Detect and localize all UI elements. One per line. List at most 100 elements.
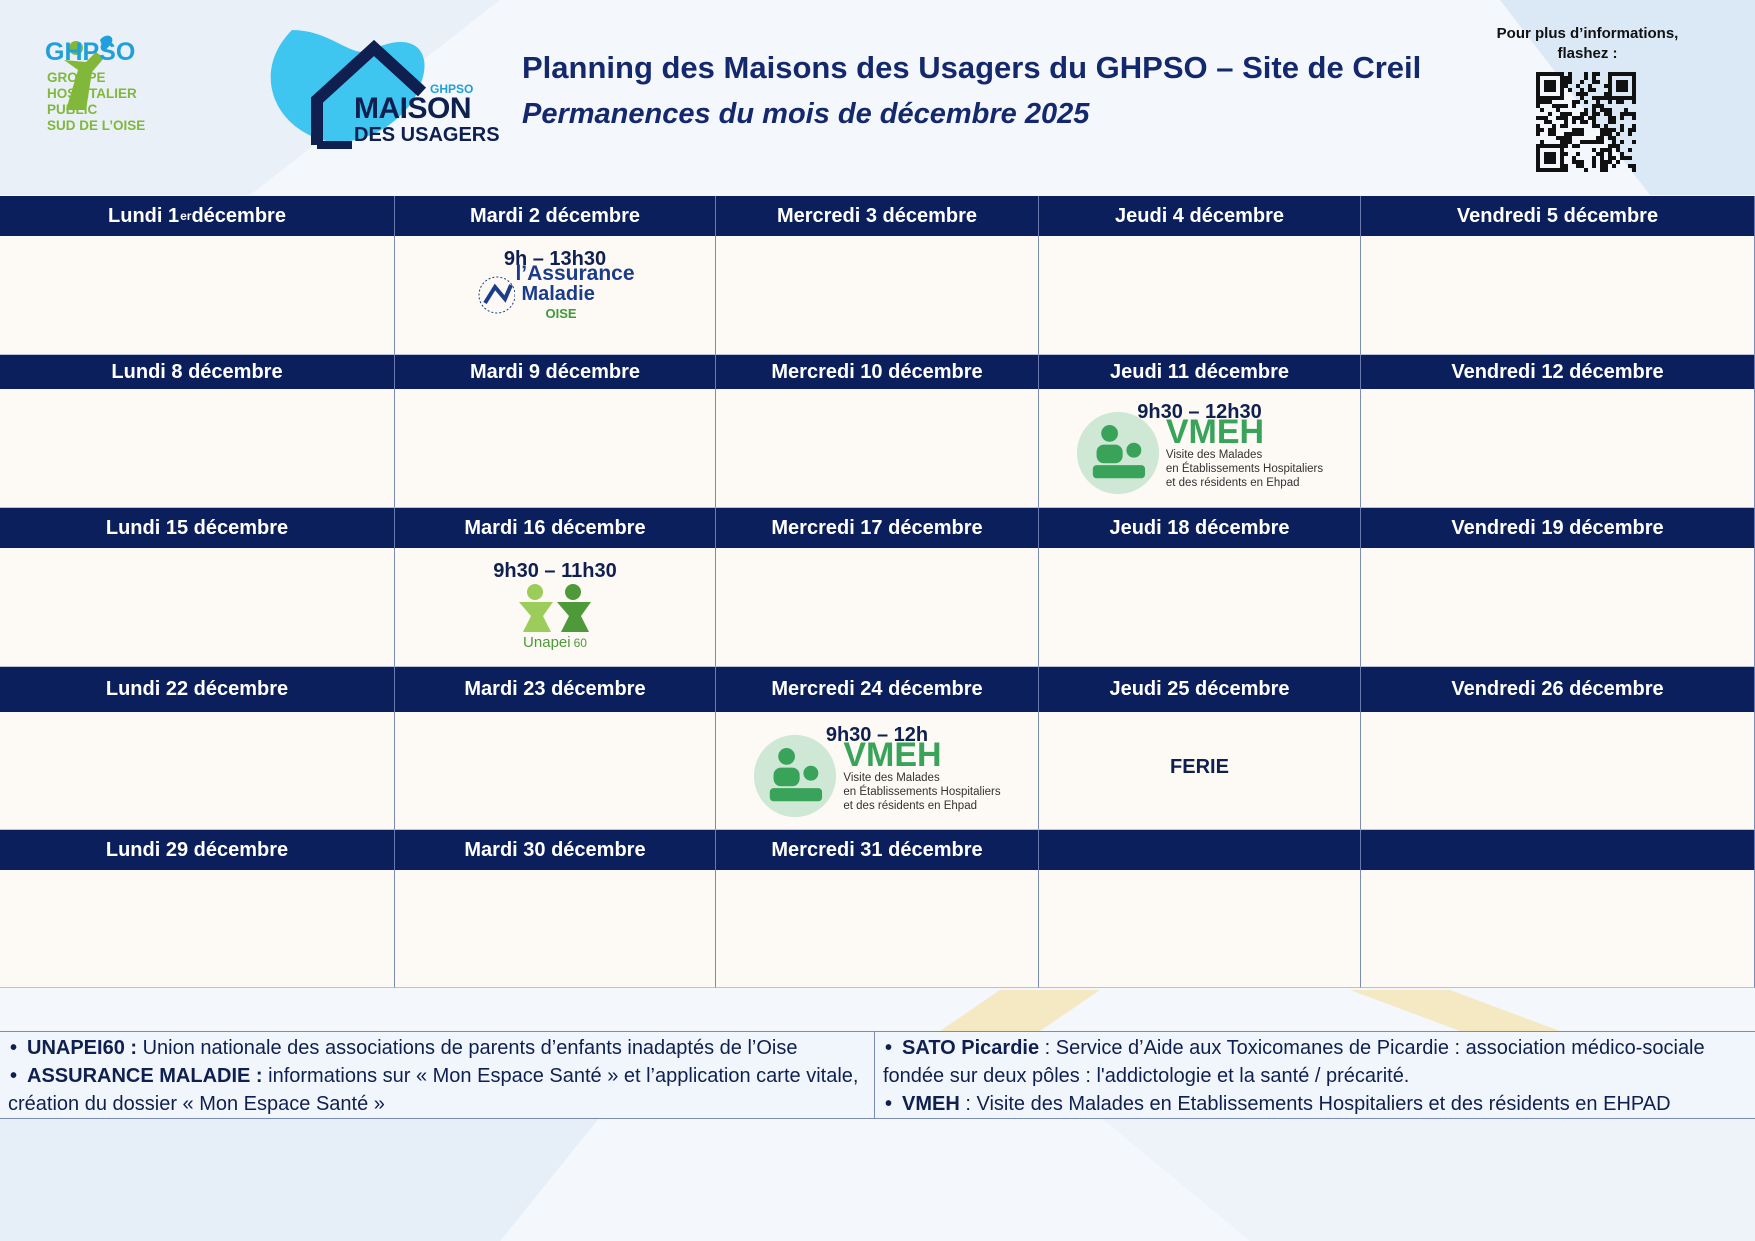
qr-module [1564,144,1568,148]
icon-body [519,602,553,632]
qr-module [1632,168,1636,172]
qr-module [1596,124,1600,128]
icon-head [803,765,819,781]
day-header: Lundi 8 décembre [0,355,395,389]
qr-module [1612,144,1616,148]
legend-item: VMEH : Visite des Malades en Etablisseme… [883,1090,1747,1118]
assurance-line: Maladie [521,283,595,305]
qr-module [1544,120,1548,124]
day-header: Mercredi 24 décembre [716,667,1039,712]
ghpso-icon [64,35,113,110]
qr-finder [1536,72,1564,100]
legend: UNAPEI60 : Union nationale des associati… [0,1031,1755,1119]
qr-module [1568,112,1572,116]
icon-bed [1092,465,1145,479]
vmeh-line: Visite des Malades [843,772,940,784]
day-header: Mercredi 31 décembre [716,830,1039,870]
day-label: Lundi 8 décembre [111,360,283,383]
qr-module [1604,108,1608,112]
day-label: Mardi 2 décembre [469,204,641,227]
qr-module [1632,116,1636,120]
day-label: Mercredi 17 décembre [771,516,983,539]
qr-module [1572,128,1576,132]
vmeh-line: en Établissements Hospitaliers [1165,463,1324,475]
qr-module [1600,140,1604,144]
qr-module [1600,136,1604,140]
day-header: Jeudi 11 décembre [1039,355,1361,389]
day-cell: FERIE [1039,712,1361,830]
day-label: Vendredi 5 décembre [1456,204,1659,227]
qr-module [1580,88,1584,92]
qr-module [1552,128,1556,132]
vmeh-line: Visite des Malades [1165,449,1263,461]
qr-module [1616,160,1620,164]
qr-module [1576,152,1580,156]
day-header: Jeudi 4 décembre [1039,196,1361,236]
qr-module [1580,164,1584,168]
day-cell [1361,236,1755,355]
qr-module [1564,104,1568,108]
qr-module [1612,136,1616,140]
qr-module [1628,132,1632,136]
assurance-line: OISE [545,306,577,321]
day-header: Jeudi 25 décembre [1039,667,1361,712]
qr-module [1632,164,1636,168]
day-label: Mardi 23 décembre [464,678,646,700]
day-header [1039,830,1361,870]
day-label: Lundi 22 décembre [105,678,289,700]
qr-module [1564,116,1568,120]
day-label: Jeudi 4 décembre [1115,204,1284,227]
qr-module [1572,160,1576,164]
qr-module [1628,148,1632,152]
qr-module [1560,112,1564,116]
qr-module [1540,140,1544,144]
qr-module [1540,100,1544,104]
day-cell [395,712,716,830]
icon-head [1126,442,1142,458]
qr-module [1584,76,1588,80]
qr-module [1632,124,1636,128]
qr-module [1616,100,1620,104]
day-cell [395,870,716,988]
qr-module [1616,144,1620,148]
maison-icon [270,30,427,149]
qr-module [1612,116,1616,120]
qr-module [1564,164,1568,168]
day-cell [0,548,395,667]
qr-module [1592,116,1596,120]
qr-module [1568,136,1572,140]
day-header: Mardi 23 décembre [395,667,716,712]
legend-term: ASSURANCE MALADIE : [27,1065,263,1087]
qr-module [1608,100,1612,104]
day-cell: 9h – 13h30 l’Assurance Maladie OISE [395,236,716,355]
qr-module [1604,84,1608,88]
icon-head [778,748,796,765]
qr-module [1612,120,1616,124]
qr-module [1556,104,1560,108]
icon-head [1101,425,1118,442]
qr-module [1608,120,1612,124]
day-header: Mercredi 3 décembre [716,196,1039,236]
qr-module [1568,76,1572,80]
qr-module [1612,156,1616,160]
day-cell [1361,548,1755,667]
qr-module [1596,96,1600,100]
qr-module [1564,76,1568,80]
ghpso-subtitle: GROUPE HOSPITALIER PUBLIC SUD DE L’OISE [47,70,145,134]
day-header: Jeudi 18 décembre [1039,508,1361,548]
day-cell: 9h30 – 11h30 Unapei 60 [395,548,716,667]
qr-module [1620,128,1624,132]
qr-module [1552,124,1556,128]
qr-module [1604,164,1608,168]
qr-module [1600,152,1604,156]
qr-module [1584,168,1588,172]
qr-caption: Pour plus d’informations, flashez : [1496,25,1679,62]
qr-finder [1536,144,1564,172]
bg-shape [1350,990,1560,1031]
qr-module [1596,72,1600,76]
title: Planning des Maisons des Usagers du GHPS… [522,50,1422,85]
qr-module [1536,128,1540,132]
ghpso-line: SUD DE L’OISE [47,118,146,133]
vmeh-line: et des résidents en Ehpad [843,800,977,812]
